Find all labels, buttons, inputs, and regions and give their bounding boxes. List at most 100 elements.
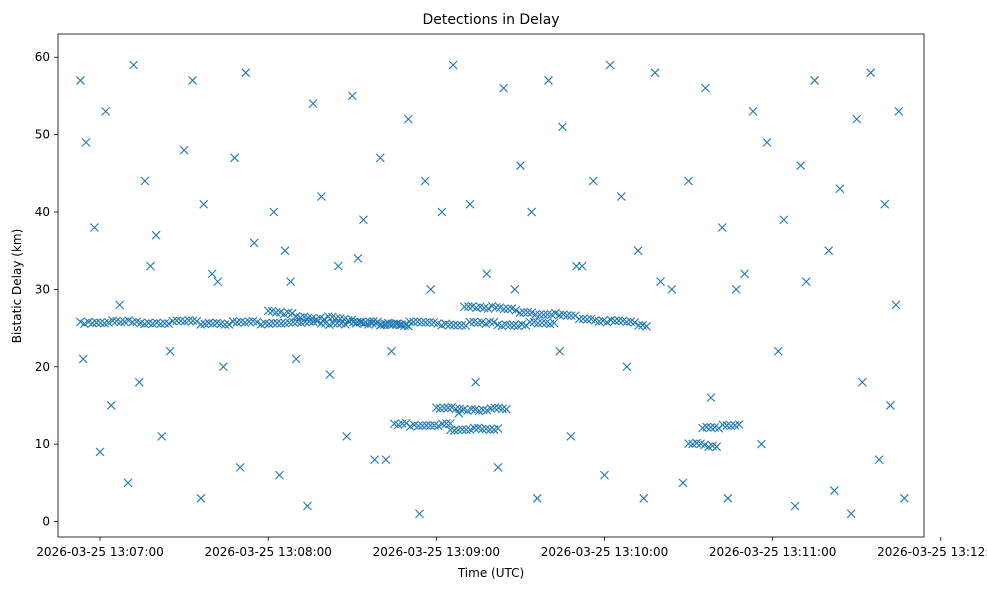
y-tick-label: 30 — [35, 282, 50, 296]
detection-point — [445, 320, 455, 330]
detection-point — [269, 207, 279, 217]
detection-point — [425, 421, 435, 430]
detection-point — [457, 425, 467, 434]
detection-point — [365, 317, 374, 327]
detection-point — [622, 317, 632, 327]
detection-point — [578, 314, 588, 324]
detection-point — [417, 317, 426, 327]
detection-point — [375, 320, 385, 330]
detection-point — [610, 316, 620, 326]
detection-point — [151, 230, 161, 240]
detection-point — [555, 346, 565, 356]
detection-point — [531, 309, 541, 319]
detection-point — [471, 377, 480, 387]
detection-point — [291, 354, 301, 364]
detection-point — [353, 254, 363, 263]
detection-point — [510, 284, 520, 294]
y-tick-label: 0 — [42, 515, 50, 529]
detection-point — [523, 307, 533, 317]
detection-point — [249, 238, 259, 248]
detection-point — [220, 320, 230, 329]
x-tick-label: 2026-03-25 13:08:00 — [204, 545, 331, 559]
detection-point — [192, 316, 202, 326]
detection-point — [115, 300, 125, 310]
detection-point — [701, 83, 710, 93]
detection-point — [164, 319, 174, 329]
detection-point — [335, 314, 345, 324]
detection-point — [493, 462, 503, 472]
detection-point — [381, 455, 391, 465]
detection-point — [469, 423, 479, 433]
detection-point — [106, 401, 116, 410]
detection-point — [509, 321, 519, 330]
detection-point — [824, 246, 834, 256]
detection-point — [287, 308, 297, 318]
detection-point — [441, 419, 451, 428]
detection-point — [722, 421, 732, 430]
x-tick-label: 2026-03-25 13:10:00 — [541, 545, 668, 559]
detection-point — [894, 106, 904, 116]
detection-point — [600, 470, 609, 480]
detection-point — [773, 346, 783, 356]
detection-point — [95, 447, 105, 457]
detection-point — [461, 425, 471, 435]
detection-point — [134, 377, 144, 387]
detection-point — [539, 310, 548, 320]
detection-point — [656, 277, 665, 287]
detection-point — [667, 284, 677, 294]
detection-point — [140, 176, 150, 186]
detection-point — [146, 261, 155, 271]
x-axis: 2026-03-25 13:07:00 2026-03-25 13:08:00 20… — [36, 537, 987, 559]
detection-point — [230, 153, 239, 163]
detection-point — [501, 320, 511, 330]
detection-point — [413, 421, 423, 431]
detection-point — [712, 442, 721, 452]
detection-point — [535, 310, 545, 320]
detection-point — [218, 362, 228, 372]
y-tick-label: 40 — [35, 205, 50, 219]
detection-point — [397, 419, 407, 429]
detection-point — [435, 403, 445, 413]
detection-point — [235, 462, 245, 472]
detection-point — [156, 319, 166, 329]
detection-point — [482, 269, 492, 279]
detection-point — [160, 319, 170, 328]
detection-point — [503, 304, 513, 314]
scatter-marks — [76, 60, 909, 519]
detection-point — [128, 317, 137, 327]
detection-point — [275, 470, 284, 480]
detection-point — [493, 424, 503, 433]
detection-point — [779, 215, 789, 225]
detection-point — [678, 478, 688, 488]
detection-point — [375, 153, 385, 163]
detection-point — [116, 317, 125, 327]
detection-point — [213, 277, 223, 287]
detection-point — [165, 346, 175, 356]
detection-point — [491, 303, 501, 312]
detection-point — [157, 432, 167, 441]
detection-point — [582, 315, 592, 324]
detection-point — [574, 314, 584, 324]
detection-point — [342, 432, 352, 441]
detection-point — [403, 114, 413, 124]
detection-point — [717, 223, 727, 232]
detection-point — [437, 419, 447, 429]
detection-point — [323, 312, 333, 322]
detection-point — [325, 370, 335, 379]
detection-point — [801, 277, 811, 287]
detection-point — [449, 320, 459, 330]
detection-point — [463, 302, 473, 311]
detection-point — [176, 316, 186, 326]
detection-point — [519, 307, 529, 317]
detection-point — [445, 425, 455, 435]
detection-point — [639, 493, 649, 503]
detection-point — [702, 422, 712, 432]
detection-point — [499, 304, 509, 314]
detection-point — [891, 300, 901, 310]
detection-point — [459, 302, 469, 312]
detection-point — [588, 176, 598, 186]
x-tick-label: 2026-03-25 13:07:00 — [36, 545, 163, 559]
detection-point — [199, 199, 209, 209]
detection-point — [271, 307, 281, 317]
